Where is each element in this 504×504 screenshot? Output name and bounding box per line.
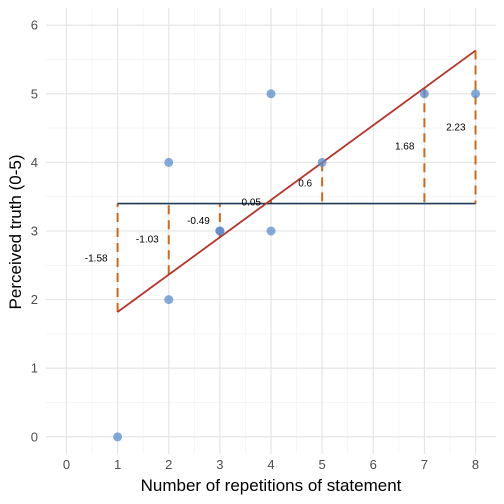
y-tick-label: 4 bbox=[31, 155, 38, 170]
tick-labels: 0 1 2 3 4 5 6 7 8 0 1 2 3 4 5 6 bbox=[31, 18, 479, 472]
x-tick-label: 2 bbox=[165, 457, 172, 472]
y-axis-title: Perceived truth (0-5) bbox=[6, 155, 25, 310]
data-point bbox=[164, 295, 174, 305]
x-tick-label: 1 bbox=[114, 457, 121, 472]
data-point bbox=[113, 432, 123, 442]
x-tick-label: 0 bbox=[63, 457, 70, 472]
data-point bbox=[317, 157, 327, 167]
x-tick-label: 6 bbox=[370, 457, 377, 472]
x-tick-label: 8 bbox=[472, 457, 479, 472]
data-point bbox=[471, 89, 481, 99]
y-tick-label: 6 bbox=[31, 18, 38, 33]
x-axis-title: Number of repetitions of statement bbox=[141, 476, 402, 495]
y-tick-label: 1 bbox=[31, 361, 38, 376]
data-points bbox=[113, 89, 481, 442]
data-point bbox=[266, 89, 276, 99]
x-tick-label: 4 bbox=[267, 457, 274, 472]
y-tick-label: 2 bbox=[31, 292, 38, 307]
data-point bbox=[419, 89, 429, 99]
deviation-label: 0.05 bbox=[242, 197, 262, 208]
deviation-label: -0.49 bbox=[187, 216, 210, 227]
data-point bbox=[215, 226, 225, 236]
deviation-label: -1.58 bbox=[85, 253, 108, 264]
y-tick-label: 5 bbox=[31, 86, 38, 101]
deviation-label: 0.6 bbox=[298, 178, 312, 189]
regression-line bbox=[117, 49, 477, 313]
deviation-label: -1.03 bbox=[136, 234, 159, 245]
y-tick-label: 3 bbox=[31, 224, 38, 239]
deviation-label: 1.68 bbox=[395, 141, 415, 152]
data-point bbox=[164, 157, 174, 167]
data-point bbox=[266, 226, 276, 236]
deviation-labels: -1.58 -1.03 -0.49 0.05 0.6 1.68 2.23 bbox=[85, 123, 466, 265]
x-tick-label: 7 bbox=[421, 457, 428, 472]
x-tick-label: 3 bbox=[216, 457, 223, 472]
deviation-label: 2.23 bbox=[446, 123, 466, 134]
x-tick-label: 5 bbox=[319, 457, 326, 472]
fit-lines bbox=[117, 49, 477, 313]
y-tick-label: 0 bbox=[31, 429, 38, 444]
